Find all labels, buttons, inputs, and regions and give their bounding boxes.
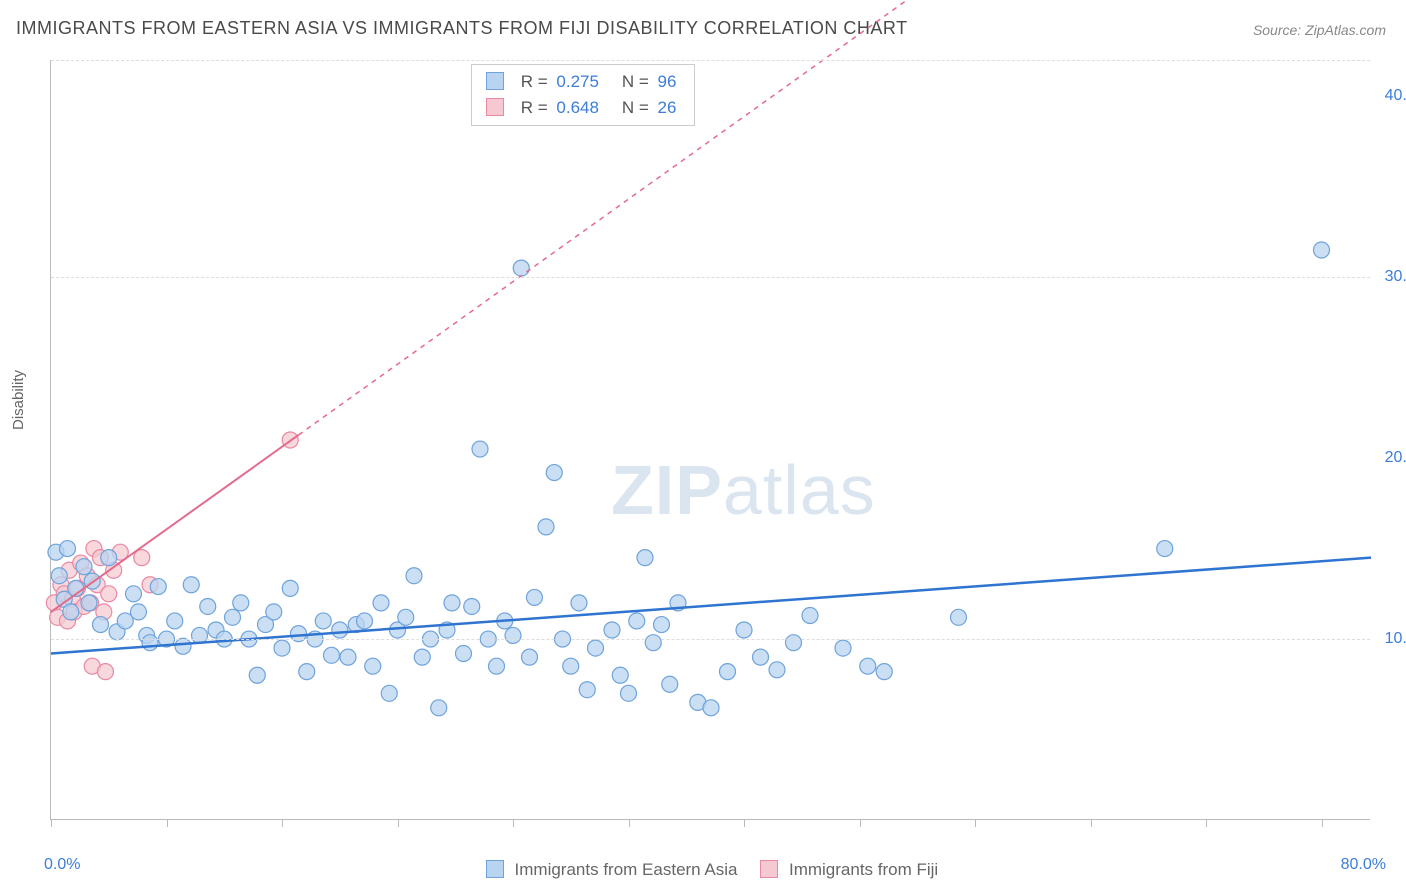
legend-swatch-series-0 <box>486 860 504 878</box>
legend-label-0: Immigrants from Eastern Asia <box>515 860 738 879</box>
chart-svg <box>51 60 1370 819</box>
chart-title: IMMIGRANTS FROM EASTERN ASIA VS IMMIGRAN… <box>16 18 908 39</box>
y-tick-label: 30.0% <box>1385 268 1406 286</box>
series-legend: Immigrants from Eastern Asia Immigrants … <box>0 860 1406 880</box>
y-tick-label: 20.0% <box>1385 449 1406 467</box>
source-name: ZipAtlas.com <box>1305 22 1386 38</box>
legend-label-1: Immigrants from Fiji <box>789 860 938 879</box>
plot-area: ZIPatlas R = 0.275 N = 96 R = 0.648 N = … <box>50 60 1370 820</box>
source-prefix: Source: <box>1253 22 1305 38</box>
y-tick-label: 40.0% <box>1385 87 1406 105</box>
source-attribution: Source: ZipAtlas.com <box>1253 22 1386 38</box>
legend-swatch-series-1 <box>760 860 778 878</box>
y-axis-label: Disability <box>10 370 27 430</box>
y-tick-label: 10.0% <box>1385 630 1406 648</box>
